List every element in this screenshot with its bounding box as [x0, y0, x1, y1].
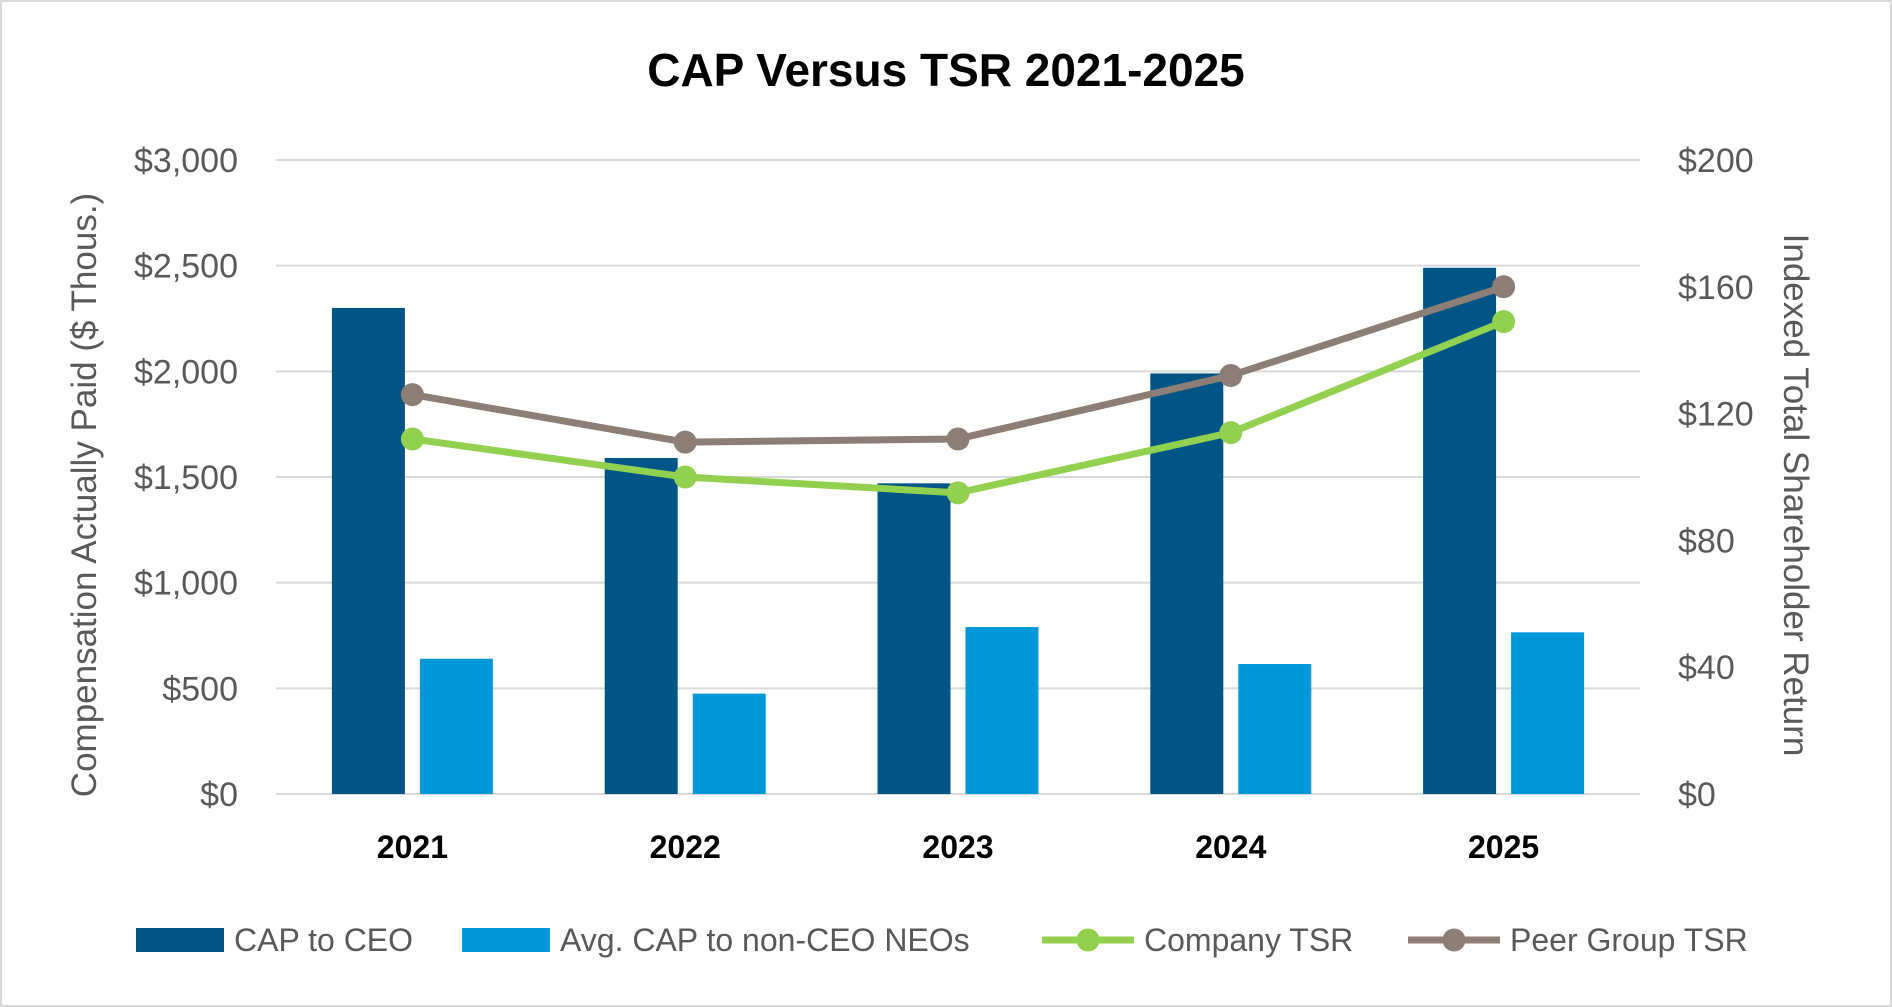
line-company-tsr — [408, 318, 1508, 497]
point-peer-group-tsr — [1492, 275, 1516, 299]
bars — [331, 267, 1585, 794]
point-company-tsr — [946, 481, 970, 505]
bar-avg-cap-to-non-ceo-neos — [1511, 632, 1585, 794]
category-label: 2024 — [1195, 829, 1266, 865]
legend-marker — [1442, 928, 1466, 952]
point-company-tsr — [1219, 421, 1243, 445]
right-tick-label: $200 — [1678, 142, 1754, 180]
bar-cap-to-ceo — [877, 483, 951, 794]
right-tick-label: $120 — [1678, 396, 1754, 434]
gridlines — [276, 159, 1640, 795]
left-tick-label: $2,500 — [134, 248, 238, 286]
legend-item-avg-cap-to-non-ceo-neos: Avg. CAP to non-CEO NEOs — [462, 922, 970, 958]
legend-marker — [1076, 928, 1100, 952]
legend-label: Avg. CAP to non-CEO NEOs — [560, 922, 970, 958]
legend-item-company-tsr: Company TSR — [1042, 922, 1353, 958]
legend-swatch — [136, 928, 224, 952]
bar-cap-to-ceo — [331, 307, 405, 794]
category-label: 2021 — [377, 829, 448, 865]
legend-item-cap-to-ceo: CAP to CEO — [136, 922, 413, 958]
left-tick-label: $0 — [200, 776, 238, 814]
legend-label: CAP to CEO — [234, 922, 413, 958]
line-peer-group-tsr — [408, 283, 1508, 446]
bar-avg-cap-to-non-ceo-neos — [1238, 664, 1312, 794]
legend-swatch — [462, 928, 550, 952]
right-tick-label: $0 — [1678, 776, 1716, 814]
point-peer-group-tsr — [400, 383, 424, 407]
category-label: 2025 — [1468, 829, 1539, 865]
point-company-tsr — [1492, 310, 1516, 334]
bar-avg-cap-to-non-ceo-neos — [692, 693, 766, 794]
left-tick-label: $500 — [162, 670, 238, 708]
point-peer-group-tsr — [1219, 364, 1243, 388]
point-company-tsr — [673, 465, 697, 489]
chart-title: CAP Versus TSR 2021-2025 — [647, 44, 1245, 96]
bar-cap-to-ceo — [604, 457, 678, 794]
legend-label: Peer Group TSR — [1510, 922, 1748, 958]
left-tick-label: $3,000 — [134, 142, 238, 180]
legend-label: Company TSR — [1144, 922, 1353, 958]
category-label: 2022 — [650, 829, 721, 865]
point-company-tsr — [400, 427, 424, 451]
left-axis-title: Compensation Actually Paid ($ Thous.) — [65, 193, 104, 797]
point-peer-group-tsr — [673, 430, 697, 454]
x-axis-categories: 2021 2022 2023 2024 2025 — [377, 829, 1539, 865]
legend: CAP to CEO Avg. CAP to non-CEO NEOs Compan… — [136, 922, 1748, 958]
category-label: 2023 — [922, 829, 993, 865]
tsr-lines — [400, 275, 1516, 505]
legend-item-peer-group-tsr: Peer Group TSR — [1408, 922, 1748, 958]
right-axis-title: Indexed Total Shareholder Return — [1776, 234, 1815, 757]
left-axis-ticks: $0 $500 $1,000 $1,500 $2,000 $2,500 $3,000 — [134, 142, 238, 814]
bar-avg-cap-to-non-ceo-neos — [965, 627, 1039, 794]
right-tick-label: $80 — [1678, 522, 1735, 560]
left-tick-label: $1,000 — [134, 565, 238, 603]
right-tick-label: $40 — [1678, 649, 1735, 687]
bar-cap-to-ceo — [1423, 267, 1497, 794]
right-axis-ticks: $0 $40 $80 $120 $160 $200 — [1678, 142, 1754, 814]
bar-avg-cap-to-non-ceo-neos — [419, 658, 493, 794]
right-tick-label: $160 — [1678, 269, 1754, 307]
point-peer-group-tsr — [946, 427, 970, 451]
left-tick-label: $2,000 — [134, 353, 238, 391]
left-tick-label: $1,500 — [134, 459, 238, 497]
